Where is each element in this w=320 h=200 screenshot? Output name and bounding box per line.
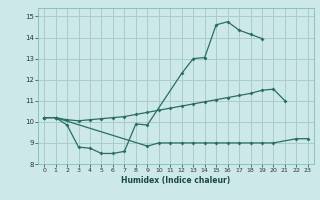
X-axis label: Humidex (Indice chaleur): Humidex (Indice chaleur) [121,176,231,185]
